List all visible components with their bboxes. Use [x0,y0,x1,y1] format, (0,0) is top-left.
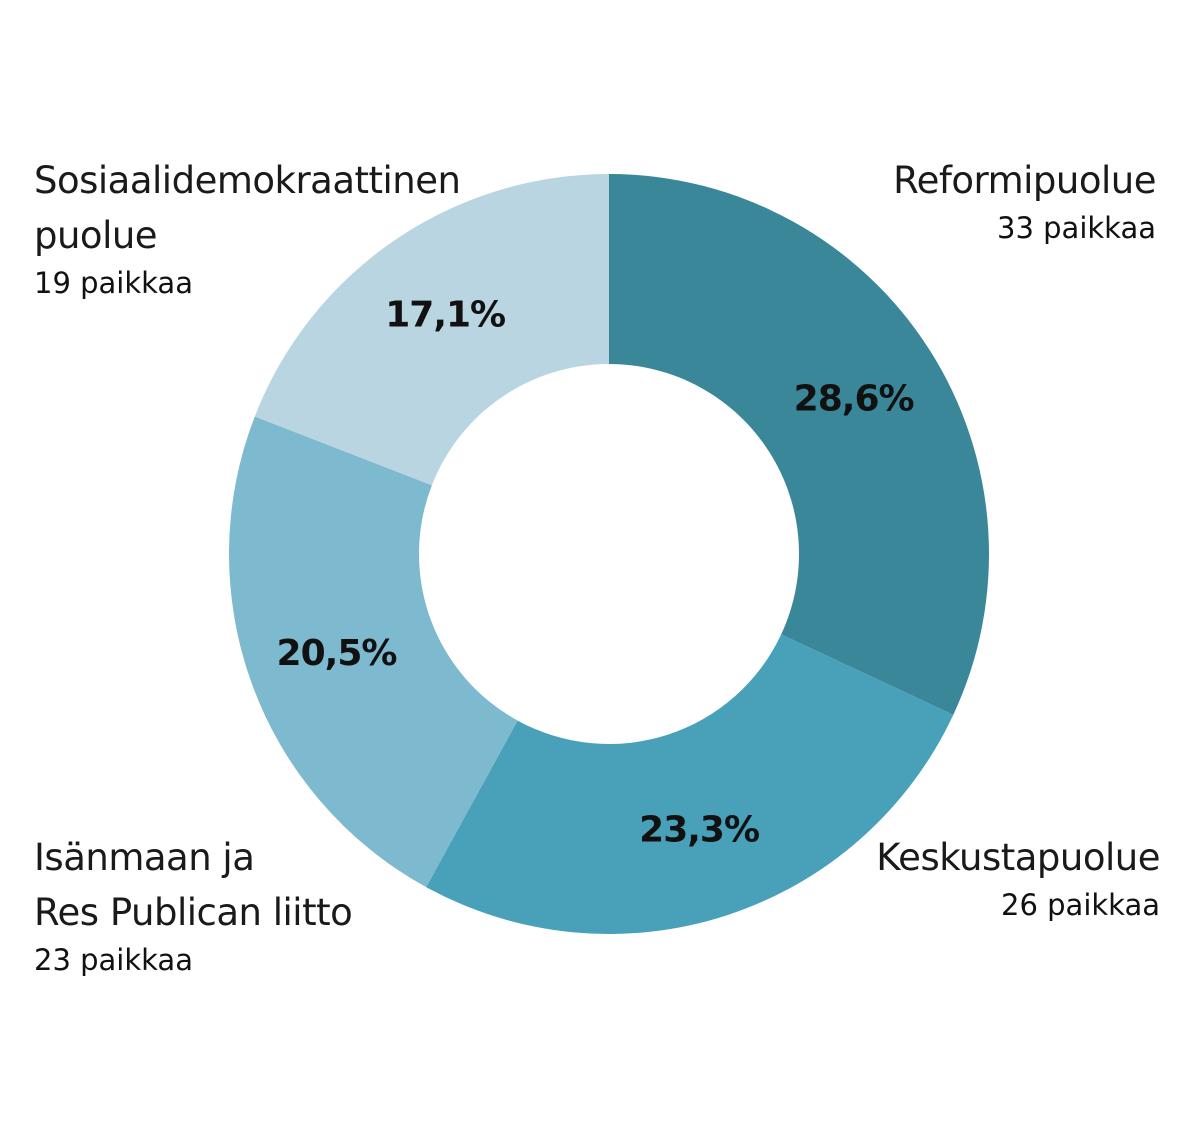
party-name: Reformipuolue [893,159,1156,202]
donut-slice-1 [609,174,989,715]
percent-label-4: 17,1% [385,295,505,336]
label-reformipuolue: Reformipuolue 33 paikkaa [893,153,1156,248]
percent-label-3: 20,5% [277,633,397,674]
label-keskustapuolue: Keskustapuolue 26 paikkaa [876,830,1160,925]
party-seats: 19 paikkaa [34,266,193,300]
donut-slice-3 [228,416,518,888]
party-seats: 26 paikkaa [1001,888,1160,922]
party-name-line-2: Res Publican liitto [34,891,353,934]
percent-label-2: 23,3% [639,810,759,851]
party-name-line-2: puolue [34,214,158,257]
party-name-line-1: Sosiaalidemokraattinen [34,159,461,202]
percent-label-1: 28,6% [794,378,914,419]
percent-label-group: 28,6% 23,3% 20,5% 17,1% [277,295,915,851]
label-isanmaan-ja-res-publican-liitto: Isänmaan ja Res Publican liitto 23 paikk… [34,830,353,980]
party-name-line-1: Isänmaan ja [34,836,255,879]
party-seats: 23 paikkaa [34,943,193,977]
party-name: Keskustapuolue [876,836,1160,879]
party-seats: 33 paikkaa [997,211,1156,245]
label-sosiaalidemokraattinen-puolue: Sosiaalidemokraattinen puolue 19 paikkaa [34,153,461,303]
donut-slice-2 [426,634,954,934]
donut-slice-4 [254,174,610,486]
slice-group [228,174,989,934]
